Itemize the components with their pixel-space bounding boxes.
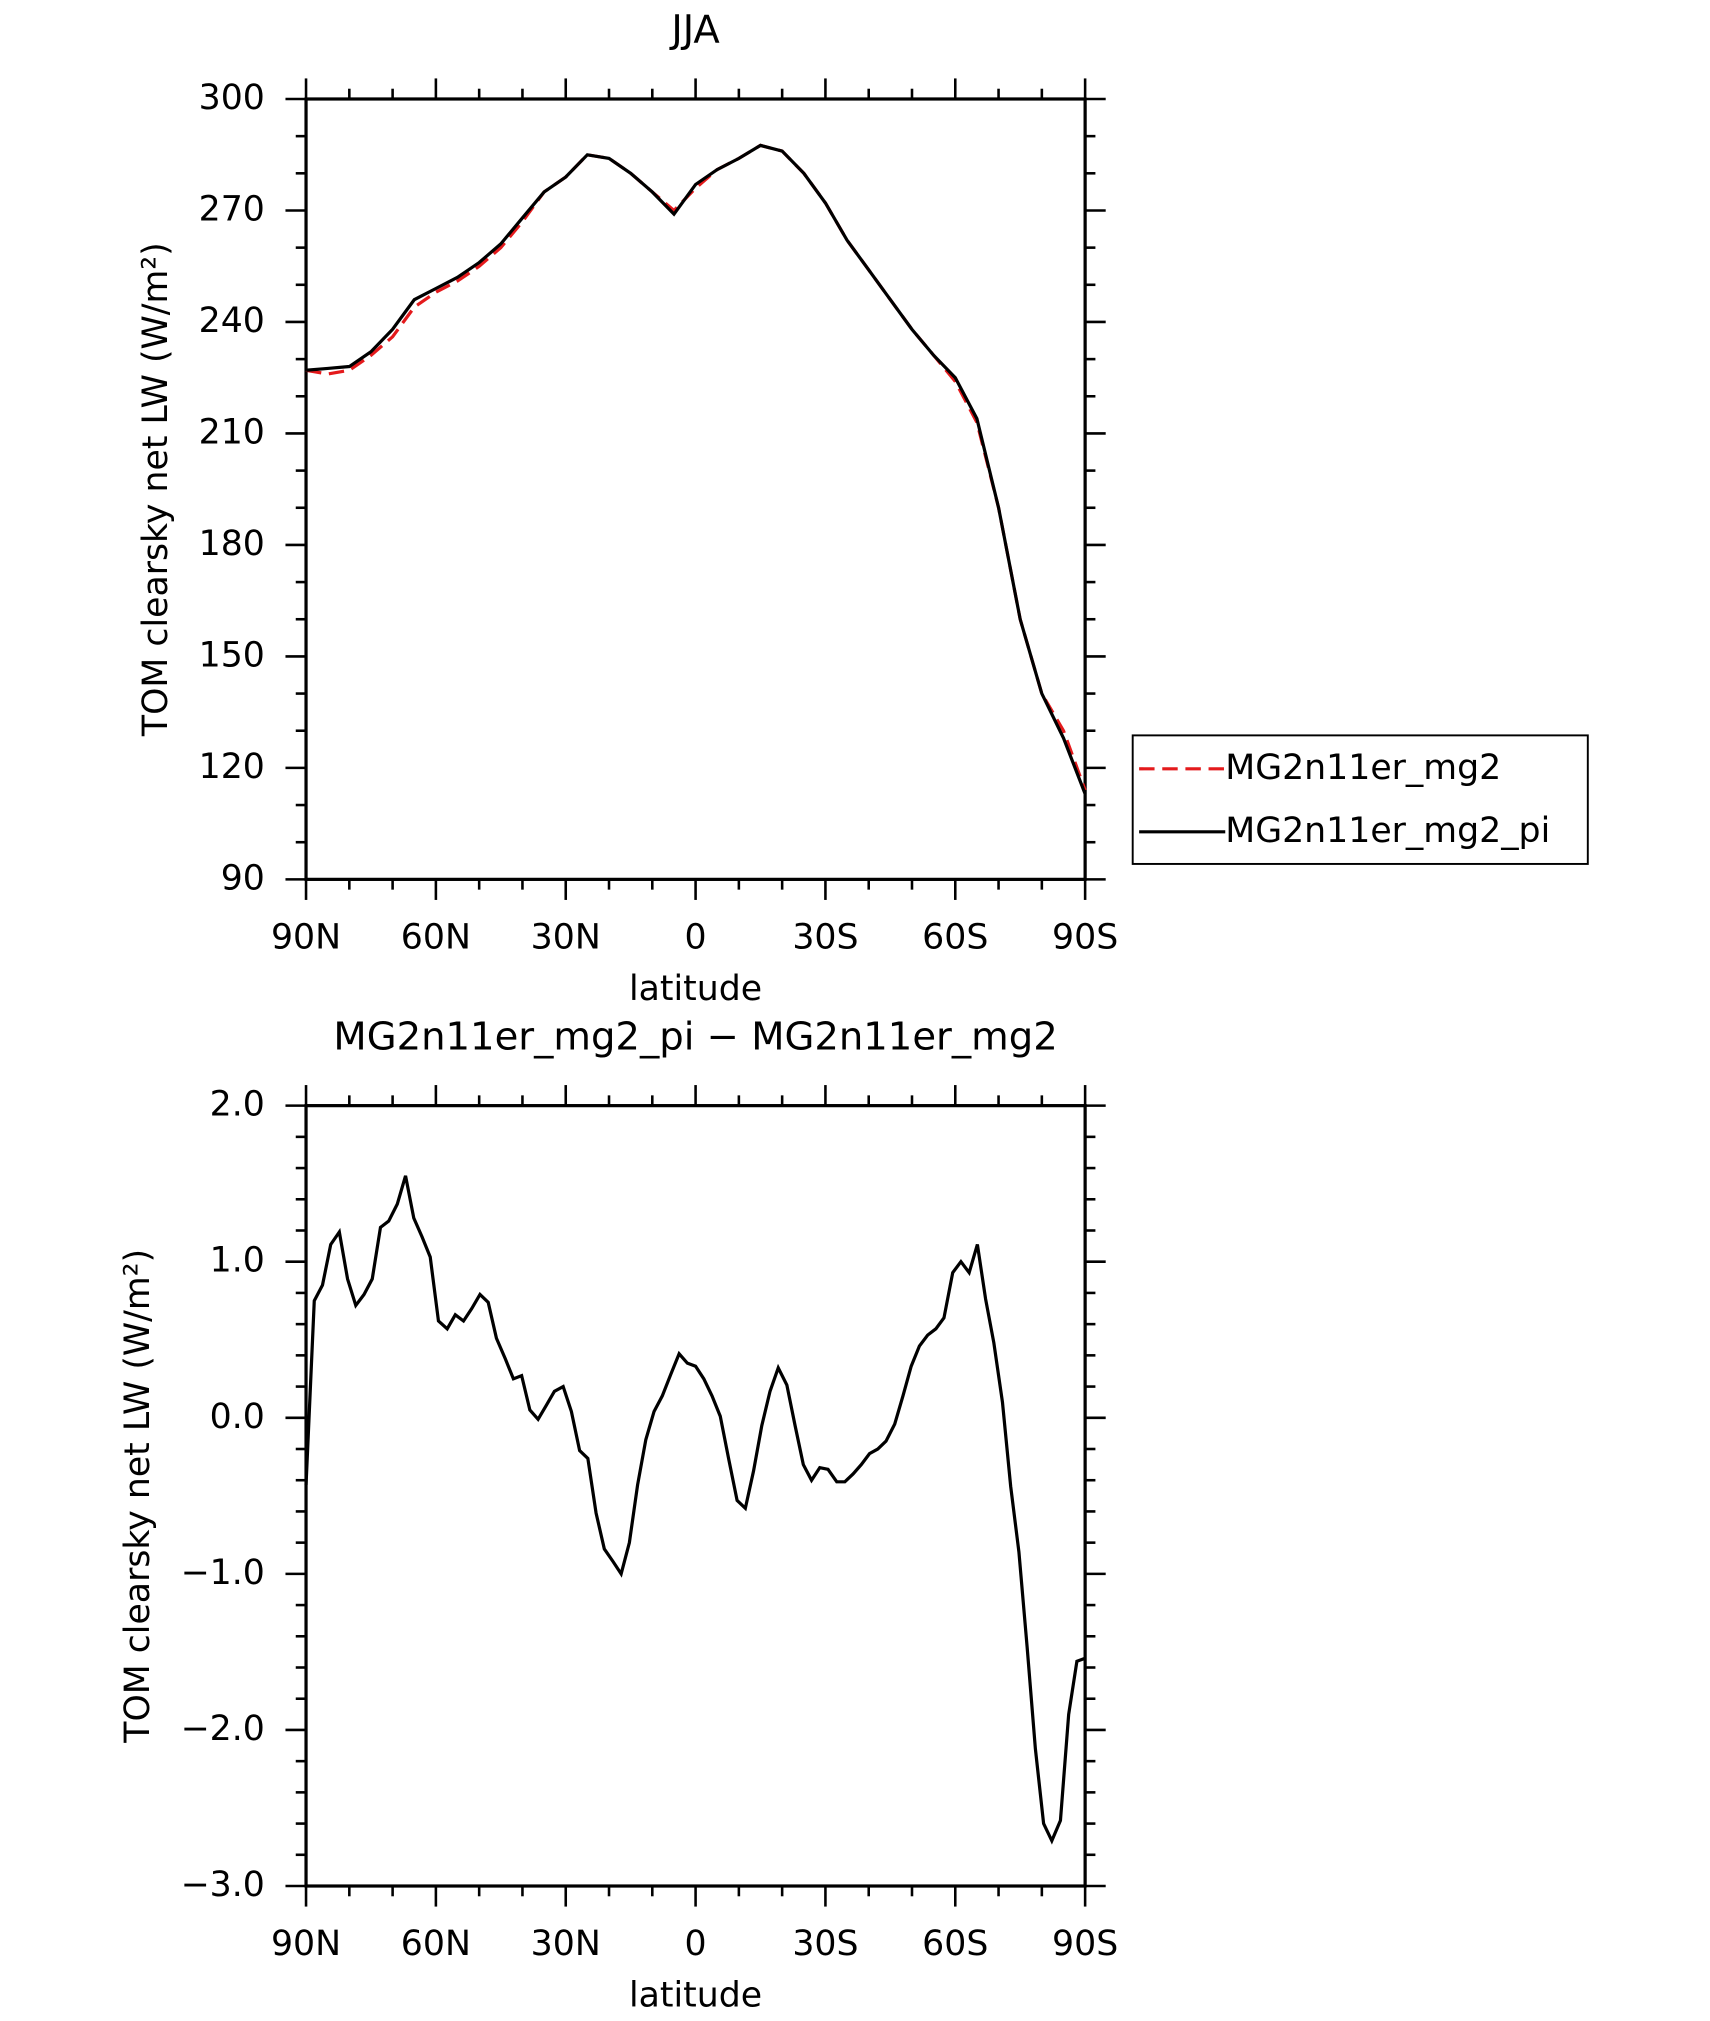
y-tick-label: −3.0 (181, 1865, 265, 1905)
x-tick-label: 30N (531, 1924, 601, 1964)
x-tick-label: 0 (685, 918, 707, 958)
x-tick-label: 60S (922, 918, 988, 958)
x-tick-label: 60S (922, 1924, 988, 1964)
y-tick-label: 150 (199, 635, 265, 675)
y-tick-label: −1.0 (181, 1553, 265, 1593)
x-tick-label: 60N (401, 1924, 471, 1964)
x-tick-label: 90S (1052, 918, 1118, 958)
x-tick-label: 0 (685, 1924, 707, 1964)
y-tick-label: 0.0 (210, 1397, 265, 1437)
x-tick-label: 90S (1052, 1924, 1118, 1964)
legend-label: MG2n11er_mg2 (1225, 748, 1501, 788)
y-axis-label: TOM clearsky net LW (W/m²) (118, 1249, 158, 1744)
legend-box (1131, 734, 1589, 865)
y-tick-label: 90 (221, 858, 265, 898)
y-tick-label: −2.0 (181, 1709, 265, 1749)
data-line (304, 1175, 1086, 1845)
legend-label: MG2n11er_mg2_pi (1225, 811, 1550, 851)
plot-frame (304, 97, 1087, 881)
y-axis-label: TOM clearsky net LW (W/m²) (136, 242, 176, 737)
y-tick-label: 270 (199, 189, 265, 229)
x-tick-label: 30N (531, 918, 601, 958)
x-axis-label: latitude (629, 1976, 762, 2016)
y-tick-label: 240 (199, 301, 265, 341)
data-line (305, 143, 1087, 791)
x-tick-label: 60N (401, 918, 471, 958)
chart-title: JJA (669, 8, 720, 53)
y-tick-label: 180 (199, 524, 265, 564)
y-tick-label: 300 (199, 78, 265, 118)
chart-title: MG2n11er_mg2_pi − MG2n11er_mg2 (333, 1014, 1057, 1059)
y-tick-label: 210 (199, 412, 265, 452)
y-tick-label: 1.0 (210, 1241, 265, 1281)
data-line (305, 143, 1087, 795)
plot-frame (304, 1104, 1087, 1888)
y-tick-label: 120 (199, 747, 265, 787)
x-axis-label: latitude (629, 969, 762, 1009)
y-tick-label: 2.0 (210, 1085, 265, 1125)
x-tick-label: 90N (271, 918, 341, 958)
x-tick-label: 90N (271, 1924, 341, 1964)
x-tick-label: 30S (792, 918, 858, 958)
x-tick-label: 30S (792, 1924, 858, 1964)
